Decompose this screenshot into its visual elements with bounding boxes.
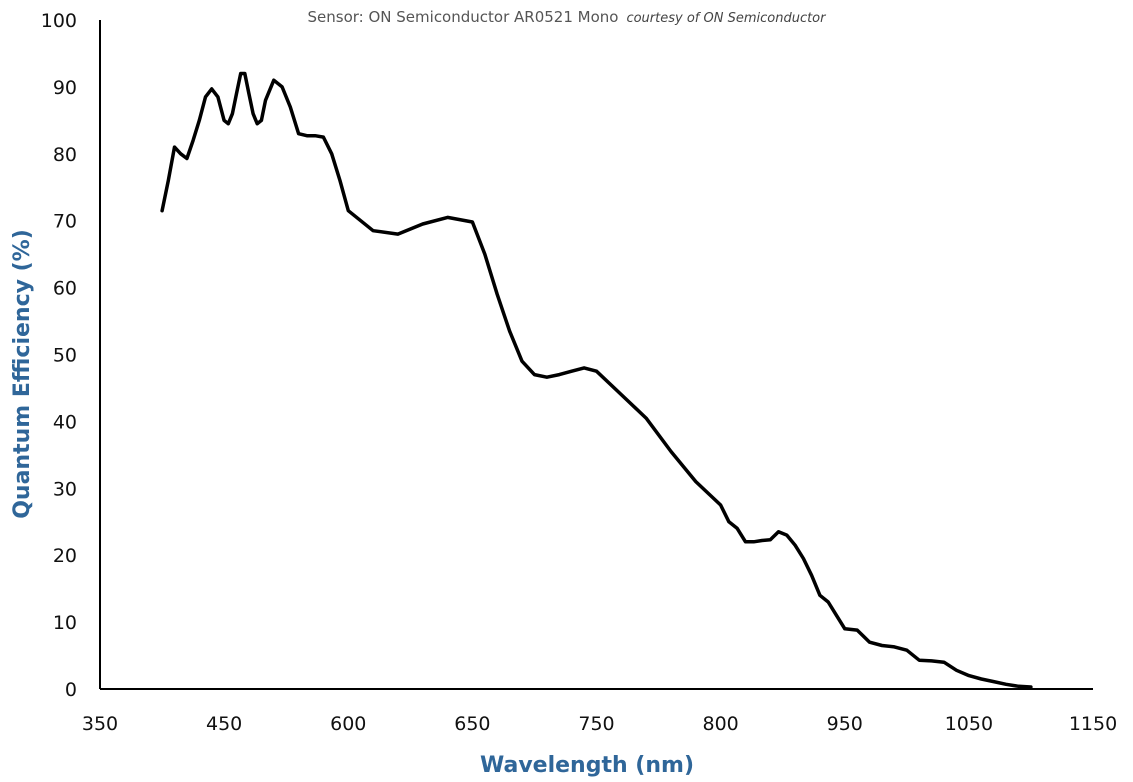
y-tick-label: 0: [65, 679, 77, 701]
y-tick-label: 30: [53, 478, 77, 500]
y-tick-label: 100: [41, 10, 77, 32]
y-tick-label: 60: [53, 278, 77, 300]
y-tick-label: 10: [53, 612, 77, 634]
y-tick-label: 80: [53, 144, 77, 166]
x-tick-label: 650: [454, 713, 490, 735]
chart-subtitle: courtesy of ON Semiconductor: [626, 11, 826, 26]
x-tick-labels: 350 450 600 650 750 800 950 1050 1150: [82, 713, 1117, 735]
x-tick-label: 950: [827, 713, 863, 735]
y-tick-labels: 0 10 20 30 40 50 60 70 80 90 100: [41, 10, 77, 701]
x-axis-title: Wavelength (nm): [480, 753, 694, 778]
x-tick-label: 800: [702, 713, 738, 735]
series-line-qe: [160, 71, 1033, 689]
chart-title-block: Sensor: ON Semiconductor AR0521 Mono cour…: [0, 8, 1133, 27]
x-tick-label: 450: [206, 713, 242, 735]
y-tick-label: 70: [53, 211, 77, 233]
x-tick-label: 600: [330, 713, 366, 735]
chart-title: Sensor: ON Semiconductor AR0521 Mono: [307, 8, 619, 26]
x-tick-label: 350: [82, 713, 118, 735]
y-tick-label: 90: [53, 77, 77, 99]
y-tick-label: 40: [53, 411, 77, 433]
x-tick-label: 750: [578, 713, 614, 735]
x-tick-label: 1050: [945, 713, 993, 735]
y-tick-label: 50: [53, 345, 77, 367]
y-tick-label: 20: [53, 545, 77, 567]
x-tick-label: 1150: [1069, 713, 1117, 735]
y-axis-title: Quantum Efficiency (%): [10, 229, 35, 519]
